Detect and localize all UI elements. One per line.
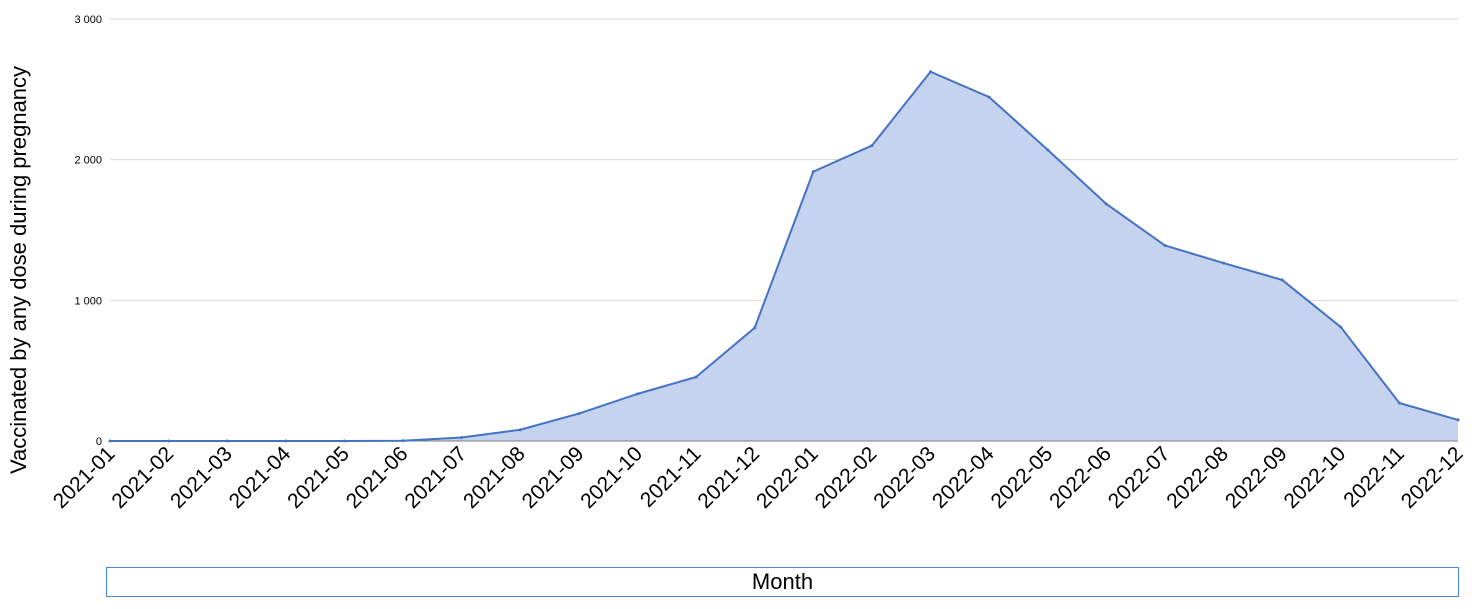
x-tick-label: 2022-04 [928, 442, 999, 513]
data-point [1339, 325, 1343, 329]
x-tick-label: 2021-02 [107, 442, 178, 513]
data-point [1222, 261, 1226, 265]
y-tick-label: 3 000 [74, 14, 102, 26]
x-tick-label: 2022-02 [811, 442, 882, 513]
x-tick-label: 2022-10 [1280, 442, 1351, 513]
y-axis-label: Vaccinated by any dose during pregnancy [6, 66, 31, 474]
data-point [518, 428, 522, 432]
series-area [110, 71, 1458, 441]
data-point [1104, 202, 1108, 206]
x-tick-label: 2021-12 [693, 442, 764, 513]
x-tick-label: 2021-05 [283, 442, 354, 513]
x-tick-label: 2022-07 [1104, 442, 1175, 513]
x-tick-label: 2022-03 [869, 442, 940, 513]
data-point [342, 439, 346, 443]
y-axis-ticks: 0 1 000 2 000 3 000 [74, 14, 102, 448]
x-tick-label: 2022-08 [1162, 442, 1233, 513]
data-point [460, 435, 464, 439]
x-tick-label: 2021-06 [342, 442, 413, 513]
data-point [108, 439, 112, 443]
x-tick-label: 2022-05 [987, 442, 1058, 513]
series-line [110, 70, 1459, 442]
data-point [1397, 401, 1401, 405]
x-tick-label: 2021-04 [225, 442, 296, 513]
x-tick-label: 2022-09 [1221, 442, 1292, 513]
data-point [167, 439, 171, 443]
x-axis-label: Month [106, 567, 1459, 597]
data-point [694, 375, 698, 379]
x-tick-label: 2022-06 [1045, 442, 1116, 513]
data-point [811, 170, 815, 174]
data-point [225, 439, 229, 443]
x-tick-label: 2021-08 [459, 442, 530, 513]
y-tick-label: 0 [96, 436, 102, 448]
data-point [635, 392, 639, 396]
x-tick-label: 2022-11 [1339, 442, 1409, 512]
data-point [1046, 148, 1050, 152]
y-tick-label: 1 000 [74, 295, 102, 307]
x-tick-label: 2021-07 [400, 442, 471, 513]
data-point [753, 326, 757, 330]
data-point [929, 70, 933, 74]
x-tick-label: 2022-01 [752, 442, 823, 513]
data-point [987, 95, 991, 99]
x-tick-label: 2021-03 [166, 442, 237, 513]
x-tick-label: 2022-12 [1397, 442, 1468, 513]
data-point [1280, 278, 1284, 282]
data-point [1456, 418, 1460, 422]
data-point [870, 144, 874, 148]
x-axis-ticks: 2021-012021-022021-032021-042021-052021-… [49, 442, 1468, 513]
data-point [401, 439, 405, 443]
data-point [1163, 243, 1167, 247]
data-point [284, 439, 288, 443]
area-layer [108, 70, 1460, 443]
y-tick-label: 2 000 [74, 155, 102, 167]
x-tick-label: 2021-11 [636, 442, 706, 512]
data-point [577, 412, 581, 416]
x-tick-label: 2021-01 [49, 442, 120, 513]
x-tick-label: 2021-10 [576, 442, 647, 513]
x-tick-label: 2021-09 [518, 442, 589, 513]
